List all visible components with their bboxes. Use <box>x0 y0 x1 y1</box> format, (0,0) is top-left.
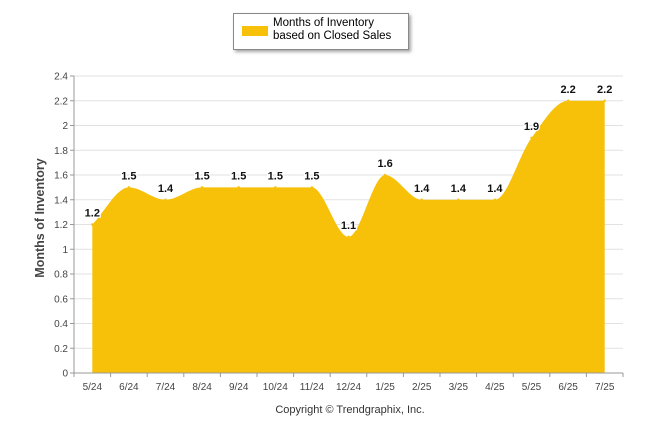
x-tick-label: 2/25 <box>412 382 432 393</box>
data-point <box>347 235 350 239</box>
x-tick-label: 5/25 <box>522 382 542 393</box>
y-tick-label: 1.8 <box>54 146 68 157</box>
data-point <box>383 173 387 177</box>
data-point <box>493 198 497 201</box>
x-axis-ticks: 5/24 6/24 7/24 8/24 9/24 10/24 11/24 12/24 1/25 2… <box>73 373 624 393</box>
data-label: 1.1 <box>341 220 356 232</box>
legend-label: Months of Inventory based on Closed Sale… <box>273 17 392 42</box>
x-tick-label: 12/24 <box>336 382 361 393</box>
x-tick-label: 7/25 <box>595 382 615 393</box>
y-tick-label: 1.6 <box>54 171 68 182</box>
data-point <box>310 186 314 189</box>
data-label: 1.4 <box>487 183 503 195</box>
y-axis-ticks: 0 0.2 0.4 0.6 0.8 1 1.2 1.4 1.6 1.8 2 2.2 2.4 <box>54 72 74 380</box>
y-axis-title: Months of Inventory <box>33 158 47 277</box>
copyright-text: Copyright © Trendgraphix, Inc. <box>275 404 424 416</box>
y-tick-label: 0 <box>62 369 68 380</box>
data-label: 1.2 <box>85 208 100 220</box>
data-point <box>420 198 423 201</box>
y-tick-label: 2.4 <box>54 72 68 83</box>
data-label: 1.5 <box>268 170 283 182</box>
data-point <box>91 223 94 226</box>
data-point <box>164 198 167 201</box>
data-point <box>603 99 606 102</box>
data-label: 1.5 <box>194 170 209 182</box>
data-label: 2.2 <box>597 84 612 96</box>
data-label: 1.5 <box>304 170 319 182</box>
x-tick-label: 7/24 <box>156 382 176 393</box>
y-tick-label: 0.6 <box>54 294 68 305</box>
y-tick-label: 0.2 <box>54 344 68 355</box>
legend-swatch <box>242 26 268 36</box>
data-point <box>457 198 460 201</box>
y-tick-label: 1.2 <box>54 220 68 231</box>
data-point <box>274 186 277 189</box>
data-point <box>530 136 533 140</box>
x-tick-label: 1/25 <box>375 382 395 393</box>
data-label: 1.5 <box>231 170 246 182</box>
data-label: 2.2 <box>560 84 575 96</box>
data-point <box>566 99 570 102</box>
x-tick-label: 4/25 <box>485 382 505 393</box>
data-point <box>127 186 131 189</box>
x-tick-label: 6/24 <box>119 382 139 393</box>
data-label: 1.6 <box>377 158 392 170</box>
y-tick-label: 2.2 <box>54 96 68 107</box>
x-tick-label: 3/25 <box>449 382 469 393</box>
x-tick-label: 11/24 <box>300 382 325 393</box>
data-label: 1.4 <box>414 183 430 195</box>
y-tick-label: 1.4 <box>54 195 68 206</box>
plot-area <box>91 99 606 373</box>
data-label: 1.5 <box>121 170 136 182</box>
y-tick-label: 0.8 <box>54 270 68 281</box>
data-point <box>237 186 240 189</box>
x-tick-label: 8/24 <box>192 382 212 393</box>
x-tick-label: 10/24 <box>263 382 288 393</box>
x-tick-label: 9/24 <box>229 382 249 393</box>
data-label: 1.9 <box>524 121 539 133</box>
y-tick-label: 0.4 <box>54 319 68 330</box>
y-tick-label: 2 <box>62 121 68 132</box>
x-tick-label: 5/24 <box>83 382 103 393</box>
y-tick-label: 1 <box>62 245 68 256</box>
data-labels: 1.2 1.5 1.4 1.5 1.5 1.5 1.5 1.1 1.6 1.4 1.4 1.4 1.9 2… <box>83 83 613 234</box>
data-label: 1.4 <box>451 183 467 195</box>
legend: Months of Inventory based on Closed Sale… <box>233 13 409 50</box>
data-point <box>200 186 204 189</box>
data-label: 1.4 <box>158 183 174 195</box>
x-tick-label: 6/25 <box>558 382 578 393</box>
